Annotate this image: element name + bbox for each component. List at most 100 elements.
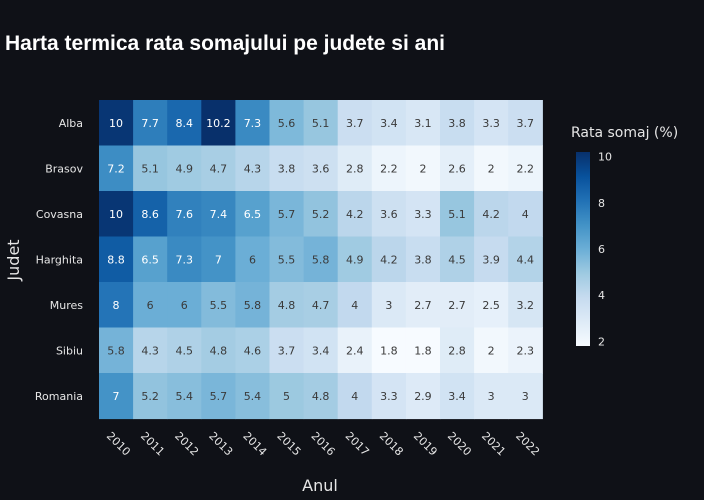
heatmap-cell: [133, 236, 168, 283]
cell-value-label: 2.8: [346, 162, 364, 175]
x-tick-label: 2015: [274, 429, 303, 458]
heatmap-cell: [405, 191, 441, 238]
cell-value-label: 3: [488, 390, 495, 403]
heatmap-cell: [201, 327, 236, 374]
x-tick-label: 2012: [172, 429, 201, 458]
heatmap-cell: [337, 282, 373, 329]
heatmap-cell: [167, 282, 202, 329]
heatmap-cell: [508, 191, 543, 238]
heatmap-cell: [440, 100, 475, 147]
cell-value-label: 5.5: [210, 299, 228, 312]
cell-value-label: 5.1: [312, 117, 330, 130]
cell-value-label: 2.7: [448, 299, 466, 312]
heatmap-cell: [474, 145, 509, 192]
cell-value-label: 6.5: [141, 253, 159, 266]
cell-value-label: 3.3: [380, 390, 398, 403]
heatmap-cell: [508, 100, 543, 147]
cell-value-label: 5.4: [244, 390, 262, 403]
heatmap-cell: [235, 145, 271, 192]
cell-value-label: 3.7: [346, 117, 364, 130]
colorbar: [576, 152, 590, 346]
cell-value-label: 3.8: [414, 253, 432, 266]
cell-value-label: 7.3: [176, 253, 194, 266]
heatmap-cell: [371, 145, 407, 192]
heatmap-cell: [269, 100, 305, 147]
heatmap-cell: [235, 373, 271, 420]
cell-value-label: 4.4: [517, 253, 535, 266]
heatmap-cell: [303, 282, 339, 329]
x-tick-label: 2017: [343, 429, 372, 458]
heatmap-cell: [133, 145, 168, 192]
heatmap-cell: [133, 373, 168, 420]
cell-value-label: 5.8: [107, 344, 125, 357]
heatmap-cell: [508, 145, 543, 192]
heatmap-cell: [99, 282, 134, 329]
heatmap-cell: [337, 100, 373, 147]
cell-value-label: 10: [109, 117, 123, 130]
cell-value-label: 10: [109, 208, 123, 221]
heatmap-cell: [269, 145, 305, 192]
heatmap-cell: [371, 282, 407, 329]
cell-value-label: 3.9: [482, 253, 500, 266]
cell-value-label: 3.3: [482, 117, 500, 130]
heatmap-cell: [508, 327, 543, 374]
cell-value-label: 3.7: [278, 344, 296, 357]
cell-value-label: 4.2: [482, 208, 500, 221]
heatmap-cell: [235, 191, 271, 238]
heatmap-cell: [474, 327, 509, 374]
heatmap-cell: [337, 145, 373, 192]
colorbar-tick-label: 4: [598, 289, 605, 302]
cell-value-label: 4.9: [346, 253, 364, 266]
heatmap-cell: [303, 327, 339, 374]
cell-value-label: 7: [215, 253, 222, 266]
heatmap-cell: [235, 327, 271, 374]
cell-value-label: 5: [283, 390, 290, 403]
cell-value-label: 3.4: [380, 117, 398, 130]
cell-value-label: 8.6: [141, 208, 159, 221]
colorbar-title: Rata somaj (%): [571, 125, 678, 141]
cell-value-label: 2.7: [414, 299, 432, 312]
y-tick-label: Mures: [50, 299, 84, 312]
y-tick-label: Covasna: [36, 208, 83, 221]
cell-value-label: 4: [522, 208, 529, 221]
colorbar-tick-label: 2: [598, 335, 605, 348]
heatmap-cell: [405, 100, 441, 147]
heatmap-cell: [371, 236, 407, 283]
cell-value-label: 4.9: [176, 162, 194, 175]
heatmap-cell: [405, 373, 441, 420]
cell-value-label: 4.6: [244, 344, 262, 357]
heatmap-cell: [133, 191, 168, 238]
heatmap-cell: [303, 373, 339, 420]
heatmap-cell: [303, 100, 339, 147]
heatmap-cell: [371, 327, 407, 374]
cell-value-label: 3.3: [414, 208, 432, 221]
cell-value-label: 2.4: [346, 344, 364, 357]
heatmap-cell: [167, 145, 202, 192]
heatmap-cell: [371, 191, 407, 238]
cell-value-label: 5.8: [244, 299, 262, 312]
heatmap-cell: [474, 373, 509, 420]
heatmap-cell: [371, 373, 407, 420]
x-tick-label: 2013: [206, 429, 235, 458]
x-tick-label: 2010: [104, 429, 133, 458]
heatmap-cell: [99, 100, 134, 147]
heatmap-cell: [167, 373, 202, 420]
x-tick-label: 2021: [479, 429, 508, 458]
x-tick-label: 2019: [411, 429, 440, 458]
cell-value-label: 5.1: [448, 208, 466, 221]
cell-value-label: 2: [488, 344, 495, 357]
cell-value-label: 1.8: [380, 344, 398, 357]
cell-value-label: 7.4: [210, 208, 228, 221]
cell-value-label: 3.6: [380, 208, 398, 221]
heatmap-cell: [440, 145, 475, 192]
cell-value-label: 3.4: [312, 344, 330, 357]
cell-value-label: 3.7: [517, 117, 535, 130]
cell-value-label: 3.8: [448, 117, 466, 130]
cell-value-label: 8: [113, 299, 120, 312]
chart-title: Harta termica rata somajului pe judete s…: [5, 32, 445, 55]
cell-value-label: 6.5: [244, 208, 262, 221]
cell-value-label: 5.2: [141, 390, 159, 403]
cell-value-label: 7.6: [176, 208, 194, 221]
heatmap-cell: [167, 327, 202, 374]
heatmap-cell: [235, 100, 271, 147]
